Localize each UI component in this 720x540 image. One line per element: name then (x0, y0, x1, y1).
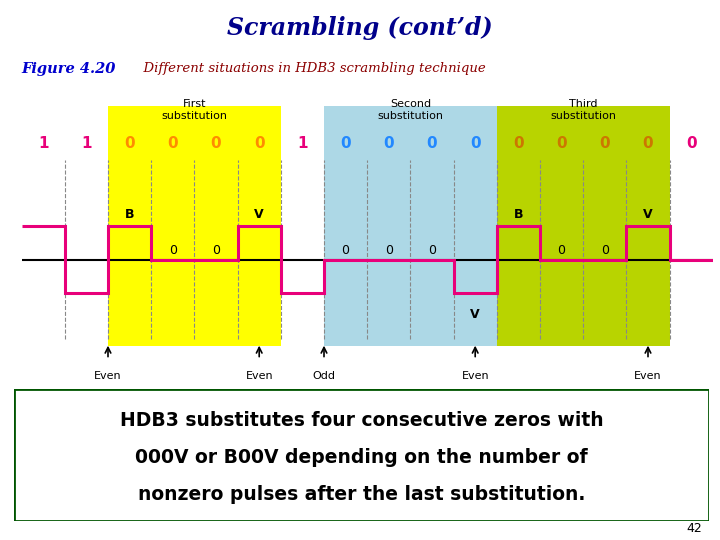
Text: 0: 0 (513, 136, 523, 151)
Text: V: V (254, 208, 264, 221)
Bar (497, 106, 670, 346)
Text: 000V or B00V depending on the number of: 000V or B00V depending on the number of (135, 448, 588, 467)
Text: 0: 0 (125, 136, 135, 151)
Text: 1: 1 (297, 136, 307, 151)
Text: Even: Even (94, 371, 122, 381)
Text: 0: 0 (168, 244, 177, 256)
Text: Scrambling (cont’d): Scrambling (cont’d) (228, 16, 492, 40)
Text: Even: Even (246, 371, 273, 381)
Text: 1: 1 (38, 136, 48, 151)
Text: 42: 42 (686, 522, 702, 535)
Text: 0: 0 (341, 244, 350, 256)
Text: Different situations in HDB3 scrambling technique: Different situations in HDB3 scrambling … (135, 62, 486, 76)
Text: 0: 0 (686, 136, 696, 151)
Text: 0: 0 (384, 244, 393, 256)
Bar (108, 106, 281, 346)
Text: Odd: Odd (312, 371, 336, 381)
Text: B: B (125, 208, 135, 221)
Text: nonzero pulses after the last substitution.: nonzero pulses after the last substituti… (138, 485, 585, 504)
Text: 0: 0 (643, 136, 653, 151)
Text: 0: 0 (557, 136, 567, 151)
Text: 0: 0 (254, 136, 264, 151)
Text: HDB3 substitutes four consecutive zeros with: HDB3 substitutes four consecutive zeros … (120, 411, 603, 430)
Text: Even: Even (462, 371, 489, 381)
Text: B: B (513, 208, 523, 221)
Text: V: V (643, 208, 653, 221)
Bar (324, 106, 497, 346)
Text: 0: 0 (428, 244, 436, 256)
Text: Third
substitution: Third substitution (550, 99, 616, 120)
Text: 0: 0 (470, 136, 480, 151)
Text: Figure 4.20: Figure 4.20 (22, 62, 116, 76)
Text: 0: 0 (600, 136, 610, 151)
Text: 0: 0 (212, 244, 220, 256)
Text: 0: 0 (384, 136, 394, 151)
Text: 0: 0 (341, 136, 351, 151)
Text: 0: 0 (211, 136, 221, 151)
Text: Second
substitution: Second substitution (377, 99, 444, 120)
Text: First
substitution: First substitution (161, 99, 228, 120)
Text: 0: 0 (168, 136, 178, 151)
Text: 0: 0 (600, 244, 609, 256)
Text: 0: 0 (427, 136, 437, 151)
Text: 1: 1 (81, 136, 91, 151)
Text: V: V (470, 308, 480, 321)
Text: 0: 0 (557, 244, 566, 256)
Text: Even: Even (634, 371, 662, 381)
